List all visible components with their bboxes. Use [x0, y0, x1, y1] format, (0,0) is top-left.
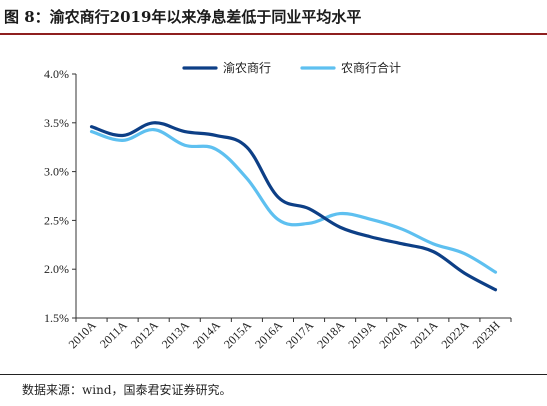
x-tick-label: 2023H — [470, 318, 503, 351]
y-tick-label: 2.5% — [44, 213, 69, 227]
y-tick-label: 1.5% — [44, 311, 69, 325]
x-tick-label: 2015A — [221, 318, 254, 351]
series-layer — [89, 121, 498, 292]
x-tick-label: 2011A — [97, 318, 130, 351]
x-tick-label: 2010A — [66, 318, 99, 351]
title-rule — [0, 33, 547, 35]
x-tick-label: 2021A — [407, 318, 440, 351]
source-note: 数据来源：wind，国泰君安证券研究。 — [22, 383, 232, 397]
x-tick-label: 2013A — [159, 318, 192, 351]
x-tick-label: 2012A — [128, 318, 161, 351]
y-tick-label: 3.5% — [44, 116, 69, 130]
series-line-2 — [89, 128, 498, 274]
y-tick-label: 3.0% — [44, 165, 69, 179]
legend-label: 农商行合计 — [341, 60, 401, 75]
source-rule — [0, 374, 547, 375]
y-tick-label: 4.0% — [44, 67, 69, 81]
x-tick-label: 2020A — [376, 318, 409, 351]
x-tick-label: 2018A — [314, 318, 347, 351]
legend: 渝农商行 农商行合计 — [182, 60, 401, 75]
x-tick-label: 2019A — [345, 318, 378, 351]
series-line-1 — [89, 121, 498, 292]
x-axis: 2010A2011A2012A2013A2014A2015A2016A2017A… — [66, 317, 512, 351]
y-axis: 1.5% 2.0% 2.5% 3.0% 3.5% 4.0% — [44, 67, 77, 325]
x-tick-label: 2014A — [190, 318, 223, 351]
legend-label: 渝农商行 — [223, 60, 271, 75]
x-tick-label: 2017A — [283, 318, 316, 351]
figure-title: 图 8：渝农商行2019年以来净息差低于同业平均水平 — [4, 8, 362, 26]
y-tick-label: 2.0% — [44, 262, 69, 276]
x-tick-label: 2016A — [252, 318, 285, 351]
x-tick-label: 2022A — [439, 318, 472, 351]
